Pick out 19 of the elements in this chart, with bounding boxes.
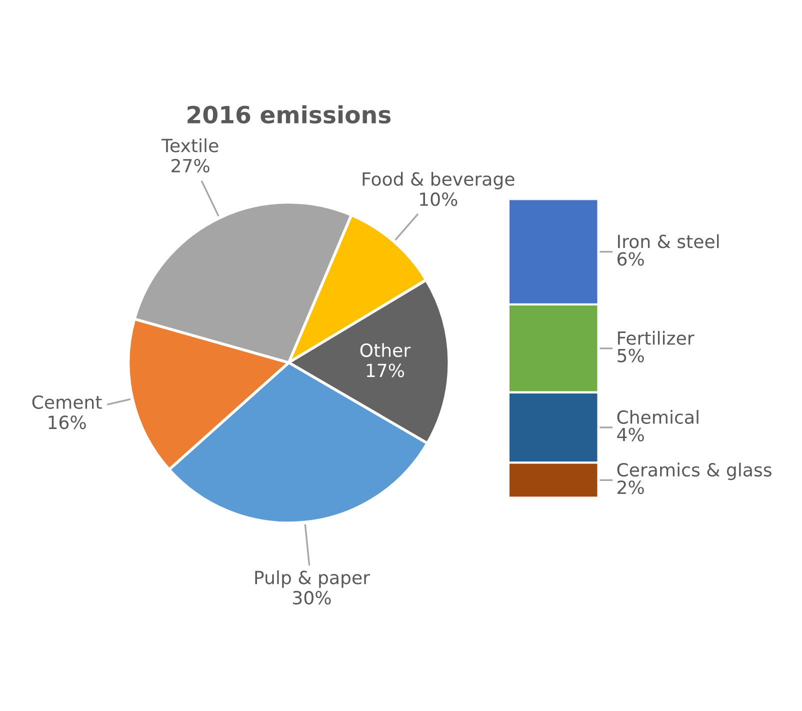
slice-label: Pulp & paper — [255, 570, 370, 588]
slice-label: Cement — [32, 395, 102, 409]
series-label: Iron & steel — [618, 234, 719, 248]
data-label: 30% — [293, 590, 331, 605]
slice-label: Food & beverage — [362, 172, 514, 190]
slice-label: Textile — [161, 138, 218, 152]
data-label: 16% — [48, 416, 86, 430]
data-label: 4% — [617, 428, 644, 442]
series-label: Chemical — [617, 410, 698, 424]
data-label: 5% — [618, 348, 644, 362]
data-label: 17% — [366, 364, 404, 378]
series-label: Fertilizer — [618, 330, 694, 345]
chart-title: 2016 emissions — [188, 105, 391, 124]
slice-label: Other — [360, 343, 411, 358]
data-label: 27% — [172, 158, 210, 173]
series-label: Ceramics & glass — [617, 462, 772, 480]
data-label: 2% — [618, 480, 644, 494]
data-label: 10% — [420, 192, 458, 206]
data-label: 6% — [618, 252, 644, 266]
